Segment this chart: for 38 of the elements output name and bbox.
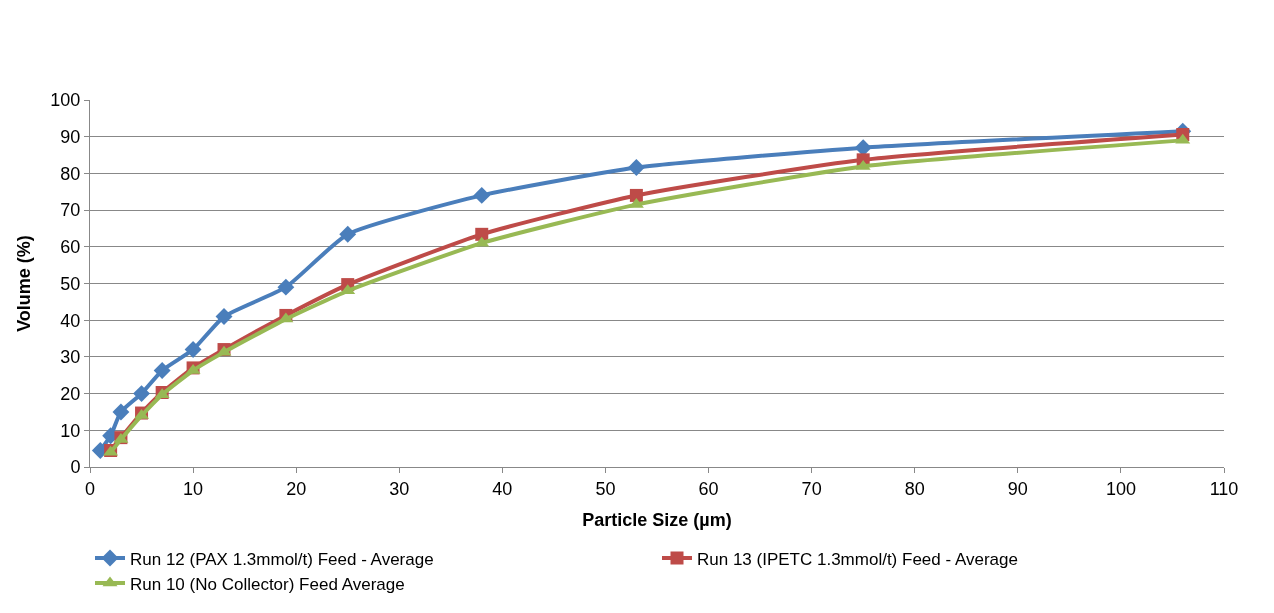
- y-tick-label: 90: [60, 127, 81, 147]
- x-tick-label: 70: [801, 478, 822, 499]
- x-tick-label: 10: [183, 478, 204, 499]
- y-tick-label: 10: [60, 420, 81, 441]
- y-tick-label: 20: [60, 383, 81, 404]
- x-tick-label: 0: [84, 478, 96, 499]
- legend-label: Run 13 (IPETC 1.3mmol/t) Feed - Average: [697, 549, 1018, 569]
- legend-label: Run 10 (No Collector) Feed Average: [130, 574, 405, 594]
- x-tick-label: 50: [595, 478, 616, 499]
- y-tick-label: 70: [60, 200, 81, 221]
- point: [473, 186, 491, 204]
- y-tick-label: 30: [60, 347, 81, 368]
- point: [215, 308, 233, 325]
- point: [153, 362, 171, 379]
- y-tick-label: 80: [60, 163, 81, 184]
- point: [133, 385, 150, 403]
- y-tick-label: 40: [60, 310, 81, 331]
- y-tick-label: 60: [60, 237, 81, 258]
- x-axis-title: Particle Size (µm): [582, 509, 732, 530]
- x-tick-label: 110: [1209, 478, 1239, 499]
- point: [112, 403, 130, 421]
- x-tick-label: 20: [286, 478, 307, 499]
- point: [339, 225, 357, 243]
- y-tick-label: 100: [50, 90, 81, 111]
- x-tick-label: 60: [698, 478, 719, 499]
- legend-label: Run 12 (PAX 1.3mmol/t) Feed - Average: [130, 549, 434, 569]
- point: [184, 341, 202, 359]
- x-tick-label: 30: [389, 478, 410, 499]
- x-tick-label: 40: [492, 478, 513, 499]
- x-tick-label: 80: [904, 478, 925, 499]
- y-axis-title: Volume (%): [13, 235, 34, 332]
- point: [629, 188, 643, 202]
- y-tick-label: 0: [70, 457, 81, 478]
- point: [277, 278, 295, 296]
- point: [627, 159, 645, 176]
- x-tick-label: 90: [1007, 478, 1028, 499]
- x-tick-label: 100: [1105, 478, 1136, 499]
- y-tick-label: 50: [60, 273, 81, 294]
